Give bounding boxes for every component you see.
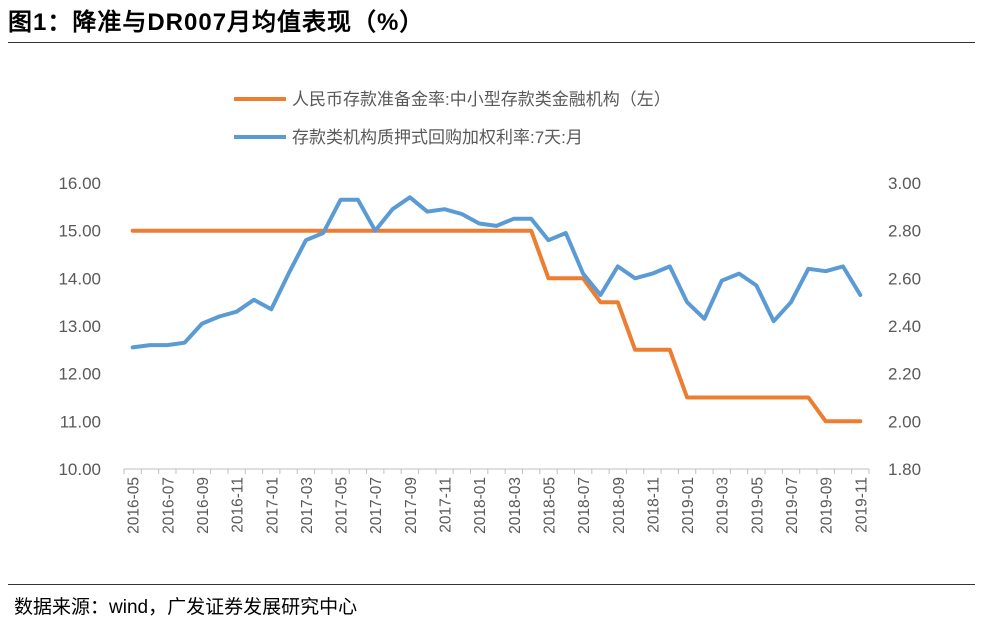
y-right-tick-label: 1.80	[888, 460, 921, 479]
y-left-tick-label: 16.00	[58, 174, 101, 193]
x-tick-label: 2018-03	[507, 477, 524, 534]
y-left-tick-label: 12.00	[58, 365, 101, 384]
x-tick-label: 2016-09	[195, 477, 212, 534]
y-right-tick-label: 2.60	[888, 269, 921, 288]
x-tick-label: 2019-05	[749, 477, 766, 534]
y-right-tick-label: 2.40	[888, 317, 921, 336]
x-tick-label: 2017-03	[299, 477, 316, 534]
x-tick-label: 2018-05	[541, 477, 558, 534]
x-tick-label: 2019-01	[680, 477, 697, 534]
y-left-tick-label: 14.00	[58, 269, 101, 288]
x-tick-label: 2016-05	[126, 477, 143, 534]
x-tick-label: 2016-11	[230, 477, 247, 533]
title-divider	[8, 42, 975, 43]
figure-title: 图1：降准与DR007月均值表现（%）	[8, 9, 425, 36]
x-tick-label: 2018-01	[472, 477, 489, 534]
y-right-tick-label: 2.80	[888, 222, 921, 241]
y-left-tick-label: 11.00	[60, 412, 101, 431]
series-line-reserve-ratio	[130, 228, 863, 424]
x-tick-label: 2017-11	[438, 477, 455, 533]
x-tick-label: 2018-09	[611, 477, 628, 534]
legend-label: 存款类机构质押式回购加权利率:7天:月	[292, 128, 583, 147]
y-right-tick-label: 3.00	[888, 174, 921, 193]
x-tick-label: 2017-09	[403, 477, 420, 534]
y-left-tick-label: 13.00	[58, 317, 101, 336]
y-left-tick-label: 15.00	[58, 222, 101, 241]
x-tick-label: 2018-07	[576, 477, 593, 534]
source-note: 数据来源：wind，广发证券发展研究中心	[14, 597, 358, 618]
legend-label: 人民币存款准备金率:中小型存款类金融机构（左）	[292, 90, 671, 109]
x-tick-label: 2016-07	[160, 477, 177, 534]
y-right-tick-label: 2.20	[888, 365, 921, 384]
x-tick-label: 2019-11	[853, 477, 870, 533]
x-tick-label: 2019-07	[784, 477, 801, 534]
x-tick-label: 2019-09	[819, 477, 836, 534]
x-tick-label: 2017-07	[368, 477, 385, 534]
source-divider	[8, 584, 975, 585]
series-line-dr007	[130, 195, 863, 350]
y-right-tick-label: 2.00	[888, 412, 921, 431]
x-tick-label: 2017-01	[264, 477, 281, 534]
y-left-tick-label: 10.00	[58, 460, 101, 479]
x-tick-label: 2017-05	[334, 477, 351, 534]
x-tick-label: 2018-11	[645, 477, 662, 533]
x-tick-label: 2019-03	[715, 477, 732, 534]
